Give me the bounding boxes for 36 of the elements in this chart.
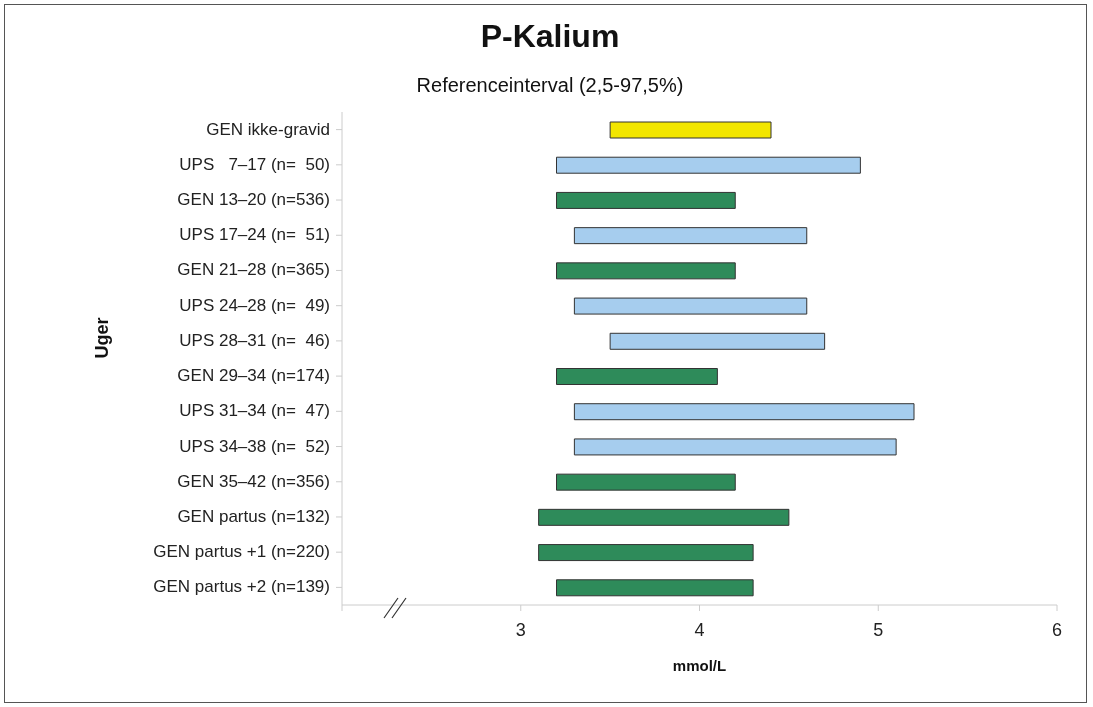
bar	[556, 473, 736, 491]
y-tick-label: GEN 21–28 (n=365)	[177, 260, 330, 280]
y-tick-label: GEN partus +2 (n=139)	[153, 577, 330, 597]
bar	[573, 297, 808, 315]
bar	[538, 544, 754, 562]
x-axis-title: mmol/L	[672, 657, 727, 674]
bar	[573, 403, 915, 421]
y-tick-label: GEN 13–20 (n=536)	[177, 190, 330, 210]
bar	[556, 262, 736, 280]
x-tick-label: 4	[694, 619, 705, 640]
y-tick-label: GEN ikke-gravid	[206, 119, 330, 139]
bar	[556, 156, 861, 174]
y-tick-label: GEN partus +1 (n=220)	[153, 542, 330, 562]
y-tick-label: UPS 28–31 (n= 46)	[179, 330, 330, 350]
bar	[556, 368, 718, 385]
y-tick-label: UPS 24–28 (n= 49)	[179, 295, 330, 315]
y-axis-title: Uger	[92, 317, 113, 359]
y-tick-label: UPS 34–38 (n= 52)	[179, 436, 330, 456]
chart-subtitle: Referenceinterval (2,5-97,5%)	[415, 74, 685, 97]
bar	[538, 508, 790, 526]
bar	[573, 438, 897, 456]
bar	[573, 227, 808, 245]
bar	[609, 121, 772, 139]
x-tick-label: 3	[515, 619, 526, 640]
bar	[556, 191, 736, 209]
x-tick-label: 5	[873, 619, 884, 640]
x-tick-label: 6	[1051, 619, 1063, 640]
bar	[556, 579, 754, 597]
y-tick-label: UPS 7–17 (n= 50)	[179, 154, 330, 174]
bar	[609, 332, 826, 350]
y-tick-label: UPS 17–24 (n= 51)	[179, 225, 330, 245]
chart-title: P-Kalium	[479, 18, 621, 55]
y-tick-label: GEN 29–34 (n=174)	[177, 366, 330, 386]
y-tick-label: GEN partus (n=132)	[177, 506, 330, 526]
y-tick-label: GEN 35–42 (n=356)	[177, 471, 330, 491]
y-tick-label: UPS 31–34 (n= 47)	[179, 401, 330, 421]
